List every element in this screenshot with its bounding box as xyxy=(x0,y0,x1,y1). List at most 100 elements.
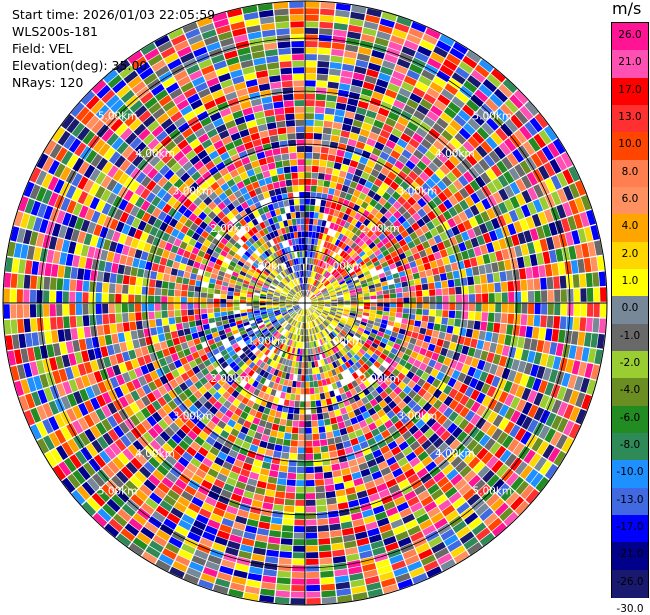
velocity-gate xyxy=(439,364,449,374)
velocity-gate xyxy=(287,267,292,274)
velocity-gate xyxy=(175,276,183,284)
velocity-gate xyxy=(62,304,69,316)
velocity-gate xyxy=(334,409,342,417)
velocity-gate xyxy=(352,119,363,128)
velocity-gate xyxy=(93,370,103,383)
velocity-gate xyxy=(323,295,330,298)
velocity-gate xyxy=(553,450,566,466)
velocity-gate xyxy=(312,374,318,381)
velocity-gate xyxy=(231,372,240,381)
velocity-gate xyxy=(573,213,584,229)
velocity-gate xyxy=(529,254,538,267)
velocity-gate xyxy=(384,241,393,249)
velocity-gate xyxy=(402,548,417,560)
velocity-gate xyxy=(296,328,300,335)
velocity-gate xyxy=(138,128,151,141)
velocity-gate xyxy=(453,114,467,127)
velocity-gate xyxy=(120,466,134,479)
velocity-gate xyxy=(368,356,376,364)
velocity-gate xyxy=(226,299,233,303)
velocity-gate xyxy=(246,294,254,298)
velocity-gate xyxy=(209,343,218,351)
velocity-gate xyxy=(256,257,263,264)
velocity-gate xyxy=(262,191,270,199)
velocity-gate xyxy=(243,374,251,383)
velocity-gate xyxy=(324,281,330,287)
velocity-gate xyxy=(294,295,300,300)
velocity-gate xyxy=(360,321,367,326)
velocity-gate xyxy=(322,321,328,327)
velocity-gate xyxy=(402,446,413,457)
velocity-gate xyxy=(223,553,237,563)
velocity-gate xyxy=(377,460,389,471)
velocity-gate xyxy=(261,286,269,291)
velocity-gate xyxy=(339,219,347,227)
velocity-gate xyxy=(139,67,154,80)
velocity-gate xyxy=(18,395,30,411)
velocity-gate xyxy=(418,234,427,243)
velocity-gate xyxy=(332,555,346,564)
velocity-gate xyxy=(344,229,351,237)
velocity-gate xyxy=(270,262,276,269)
velocity-gate xyxy=(190,99,203,110)
velocity-gate xyxy=(233,175,242,184)
velocity-gate xyxy=(246,303,253,307)
velocity-gate xyxy=(467,136,480,149)
velocity-gate xyxy=(188,479,200,491)
velocity-gate xyxy=(455,343,463,353)
velocity-gate xyxy=(250,265,257,271)
velocity-gate xyxy=(197,362,206,371)
velocity-gate xyxy=(263,407,271,415)
velocity-gate xyxy=(18,259,26,274)
velocity-gate xyxy=(353,354,361,361)
velocity-gate xyxy=(173,396,183,406)
velocity-gate xyxy=(463,375,473,386)
velocity-gate xyxy=(410,414,421,424)
velocity-gate xyxy=(474,284,482,294)
velocity-gate xyxy=(49,143,62,159)
velocity-gate xyxy=(220,79,233,89)
velocity-gate xyxy=(312,225,317,232)
velocity-gate xyxy=(336,415,344,423)
velocity-gate xyxy=(255,534,268,543)
velocity-gate xyxy=(97,469,110,483)
velocity-gate xyxy=(175,167,186,178)
velocity-gate xyxy=(84,400,95,413)
velocity-gate xyxy=(91,79,107,95)
velocity-gate xyxy=(112,364,122,376)
velocity-gate xyxy=(305,499,316,506)
velocity-gate xyxy=(293,414,300,421)
velocity-gate xyxy=(412,132,424,144)
velocity-gate xyxy=(20,244,29,259)
velocity-gate xyxy=(370,295,377,300)
velocity-gate xyxy=(159,221,169,232)
velocity-gate xyxy=(198,58,213,70)
velocity-gate xyxy=(39,345,49,359)
velocity-gate xyxy=(333,189,341,197)
velocity-gate xyxy=(158,553,174,566)
velocity-gate xyxy=(207,554,222,565)
velocity-gate xyxy=(183,250,191,259)
velocity-gate xyxy=(250,322,257,327)
velocity-gate xyxy=(331,128,341,136)
velocity-gate xyxy=(284,314,290,320)
velocity-gate xyxy=(48,236,58,250)
velocity-gate xyxy=(199,537,214,548)
velocity-gate xyxy=(188,285,195,292)
velocity-gate xyxy=(118,421,130,434)
velocity-gate xyxy=(220,294,227,299)
velocity-gate xyxy=(320,577,335,585)
velocity-gate xyxy=(325,318,332,324)
velocity-gate xyxy=(438,331,446,340)
velocity-gate xyxy=(227,264,235,271)
velocity-gate xyxy=(530,153,543,168)
velocity-gate xyxy=(324,478,334,486)
velocity-gate xyxy=(35,170,47,186)
velocity-gate xyxy=(333,29,347,37)
velocity-gate xyxy=(407,343,415,351)
velocity-gate xyxy=(41,173,53,189)
velocity-gate xyxy=(101,484,115,498)
velocity-gate xyxy=(130,167,142,180)
velocity-gate xyxy=(380,323,387,329)
velocity-gate xyxy=(337,333,344,340)
